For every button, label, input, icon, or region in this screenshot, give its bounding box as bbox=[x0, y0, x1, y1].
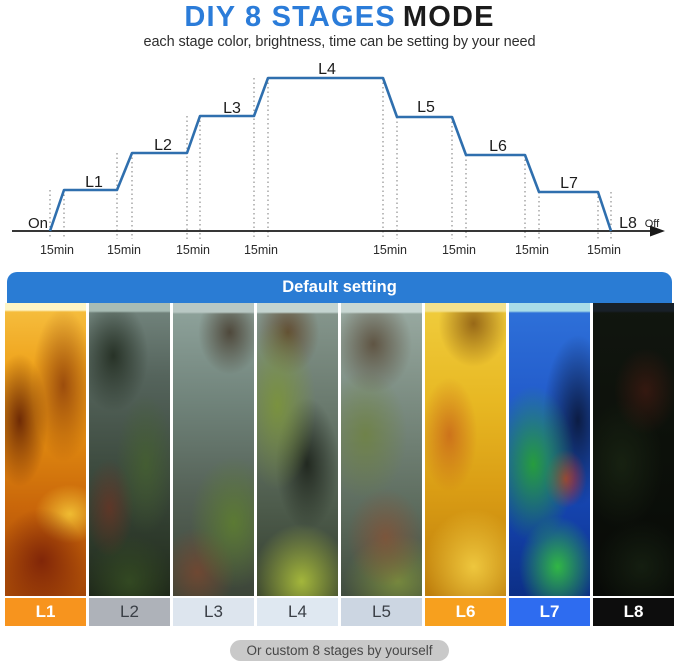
title-highlight: DIY 8 STAGES bbox=[184, 1, 396, 33]
footer: Or custom 8 stages by yourself bbox=[0, 640, 679, 661]
interval-label: 15min bbox=[442, 243, 476, 257]
page-title: DIY 8 STAGES MODE bbox=[0, 2, 679, 32]
interval-label: 15min bbox=[587, 243, 621, 257]
photo-strip-l4 bbox=[257, 303, 338, 596]
photo-strip-l8 bbox=[593, 303, 674, 596]
chart-label-l5: L5 bbox=[417, 99, 435, 116]
interval-label: 15min bbox=[107, 243, 141, 257]
stage-timeline-chart: On L1 L2 L3 L4 L5 L6 L7 L8 Off 15min 15min 15min 15mi… bbox=[12, 61, 665, 257]
photo-strip-l5 bbox=[341, 303, 422, 596]
interval-label: 15min bbox=[515, 243, 549, 257]
default-setting-label: Default setting bbox=[282, 278, 397, 296]
interval-label: 15min bbox=[373, 243, 407, 257]
stage-label-l1: L1 bbox=[5, 598, 86, 626]
chart-label-l3: L3 bbox=[223, 100, 241, 117]
stage-label-l4: L4 bbox=[257, 598, 338, 626]
photo-strip-l2 bbox=[89, 303, 170, 596]
photo-strips bbox=[5, 303, 674, 596]
stage-label-l2: L2 bbox=[89, 598, 170, 626]
header: DIY 8 STAGES MODE each stage color, brigh… bbox=[0, 0, 679, 50]
chart-label-off: Off bbox=[645, 218, 660, 230]
stage-label-l6: L6 bbox=[425, 598, 506, 626]
stage-label-row: L1 L2 L3 L4 L5 L6 L7 L8 bbox=[5, 598, 674, 626]
photo-strip-l7 bbox=[509, 303, 590, 596]
interval-label: 15min bbox=[244, 243, 278, 257]
chart-label-l2: L2 bbox=[154, 137, 172, 154]
axis-arrow-icon bbox=[650, 225, 665, 237]
photo-strip-l3 bbox=[173, 303, 254, 596]
chart-label-l6: L6 bbox=[489, 138, 507, 155]
chart-label-l1: L1 bbox=[85, 174, 103, 191]
chart-label-l8: L8 bbox=[619, 215, 637, 232]
interval-label: 15min bbox=[176, 243, 210, 257]
chart-label-l7: L7 bbox=[560, 175, 578, 192]
stage-label-l5: L5 bbox=[341, 598, 422, 626]
photo-strip-l6 bbox=[425, 303, 506, 596]
default-setting-bar: Default setting bbox=[7, 272, 672, 303]
stage-label-l8: L8 bbox=[593, 598, 674, 626]
custom-note-pill: Or custom 8 stages by yourself bbox=[230, 640, 449, 661]
stage-label-l3: L3 bbox=[173, 598, 254, 626]
stage-label-l7: L7 bbox=[509, 598, 590, 626]
stage-step-line bbox=[48, 76, 613, 232]
interval-label: 15min bbox=[40, 243, 74, 257]
photo-strip-l1 bbox=[5, 303, 86, 596]
chart-label-l4: L4 bbox=[318, 61, 336, 78]
chart-label-on: On bbox=[28, 215, 48, 232]
subtitle: each stage color, brightness, time can b… bbox=[143, 34, 536, 50]
title-rest: MODE bbox=[402, 1, 495, 33]
